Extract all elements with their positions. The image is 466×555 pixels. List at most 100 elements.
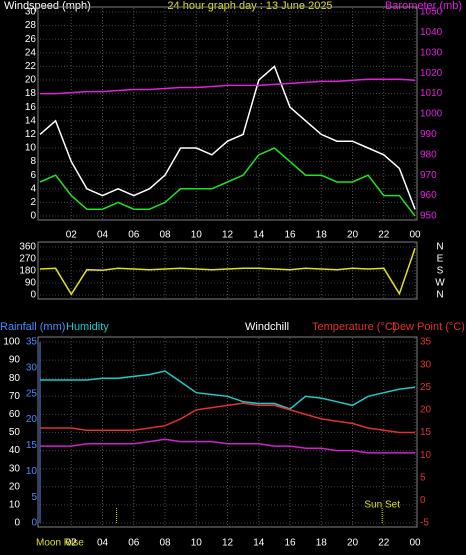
series-line [40,78,416,95]
y-tick-label: 100 [3,337,20,348]
plot-frame [37,336,418,528]
x-tick-label: 14 [253,230,265,241]
y2-tick-label: 1000 [420,109,443,120]
y-tick-label: 2 [30,197,36,208]
x-tick-label: 04 [97,538,109,549]
rain-tick-label: 5 [31,492,37,503]
x-tick-label: 00 [409,538,421,549]
plot-frame [37,241,418,300]
y-tick-label: 10 [9,500,21,511]
x-tick-label: 22 [378,538,390,549]
rain-tick-label: 35 [26,337,38,348]
plot-frame [37,6,418,221]
y-tick-label: 50 [9,427,21,438]
x-tick-label: 16 [284,538,296,549]
y-tick-label: 40 [9,445,21,456]
direction-label: E [437,254,444,265]
y-tick-label: 6 [30,170,36,181]
dewpoint-label: Dew Point (°C) [392,321,465,333]
y-tick-label: 90 [25,278,37,289]
annotation-label: Sun Set [364,500,400,511]
y2-tick-label: 1010 [420,88,443,99]
y-tick-label: 70 [9,391,21,402]
y-tick-label: 80 [9,373,21,384]
x-tick-label: 12 [222,230,234,241]
x-tick-label: 20 [347,538,359,549]
y2-tick-label: 25 [420,382,432,393]
x-tick-label: 06 [128,538,140,549]
y-tick-label: 10 [25,143,37,154]
direction-label: S [437,266,444,277]
y-tick-label: 60 [9,409,21,420]
y2-tick-label: 980 [420,149,437,160]
x-tick-label: 20 [347,230,359,241]
y2-tick-label: 1040 [420,27,443,38]
y-tick-label: 4 [30,183,36,194]
wind-axis-label: Windspeed (mph) [4,0,91,12]
series-line [39,147,416,217]
y-tick-label: 0 [30,211,36,222]
x-tick-label: 02 [66,230,78,241]
series-line [40,402,415,434]
x-tick-label: 04 [97,230,109,241]
x-tick-label: 10 [191,538,203,549]
rain-label: Rainfall (mm) [0,321,65,333]
x-tick-label: 10 [191,230,203,241]
x-tick-label: 12 [222,538,234,549]
series-line [40,370,416,410]
y2-tick-label: 1030 [420,47,443,58]
x-tick-label: 08 [159,538,171,549]
y-tick-label: 28 [25,20,37,31]
x-tick-label: 02 [66,538,78,549]
rain-tick-label: 20 [26,414,38,425]
y-tick-label: 0 [30,290,36,301]
y-tick-label: 270 [19,254,36,265]
y2-tick-label: -5 [420,518,429,529]
y-tick-label: 90 [9,355,21,366]
series-line [39,248,416,296]
rain-tick-label: 0 [31,518,37,529]
y-tick-label: 0 [14,518,20,529]
rain-tick-label: 10 [26,466,38,477]
y-tick-label: 20 [25,75,37,86]
y2-tick-label: 30 [420,359,432,370]
y-tick-label: 12 [25,129,37,140]
x-tick-label: 06 [128,230,140,241]
x-tick-label: 16 [284,230,296,241]
chart-title: 24 hour graph day : 13 June 2025 [167,0,332,12]
y2-tick-label: 5 [420,472,426,483]
series-line [40,438,415,454]
y-tick-label: 8 [30,156,36,167]
y2-tick-label: 20 [420,405,432,416]
rain-tick-label: 25 [26,388,38,399]
baro-axis-label: Barometer (mb) [385,0,462,12]
y2-tick-label: 0 [420,495,426,506]
series-line [39,65,416,210]
y-tick-label: 20 [9,481,21,492]
rain-tick-label: 30 [26,362,38,373]
y2-tick-label: 960 [420,190,437,201]
y2-tick-label: 10 [420,450,432,461]
y-tick-label: 18 [25,88,37,99]
x-tick-label: 18 [316,538,328,549]
temperature-label: Temperature (°C) [312,321,396,333]
y-tick-label: 360 [19,242,36,253]
y2-tick-label: 15 [420,427,432,438]
direction-label: N [436,242,443,253]
y2-tick-label: 950 [420,211,437,222]
y-tick-label: 30 [25,7,37,18]
y2-tick-label: 1020 [420,68,443,79]
rain-tick-label: 15 [26,440,38,451]
y2-tick-label: 990 [420,129,437,140]
x-tick-label: 00 [409,230,421,241]
y2-tick-label: 970 [420,170,437,181]
x-tick-label: 22 [378,230,390,241]
direction-label: N [436,290,443,301]
y2-tick-label: 1050 [420,7,443,18]
direction-label: W [435,278,445,289]
y-tick-label: 26 [25,34,37,45]
annotation-label: Moon Rise [36,538,84,549]
y-tick-label: 180 [19,266,36,277]
y2-tick-label: 35 [420,337,432,348]
